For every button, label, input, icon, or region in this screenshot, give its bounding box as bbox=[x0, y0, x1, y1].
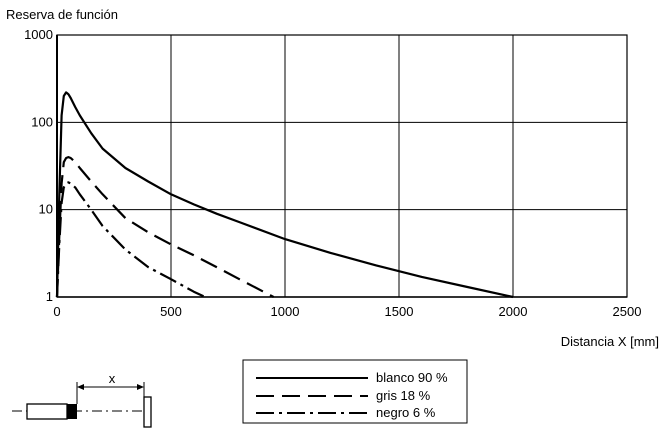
legend-label-blanco: blanco 90 % bbox=[376, 370, 448, 385]
dimension-arrow-right bbox=[137, 384, 144, 390]
x-tick-label: 500 bbox=[160, 304, 182, 319]
sensor-lens bbox=[67, 404, 77, 419]
x-tick-label: 1000 bbox=[271, 304, 300, 319]
legend-label-gris: gris 18 % bbox=[376, 388, 431, 403]
x-axis-title: Distancia X [mm] bbox=[561, 334, 659, 349]
series-line-2 bbox=[55, 181, 206, 298]
target-reflector bbox=[143, 396, 152, 428]
x-tick-label: 0 bbox=[53, 304, 60, 319]
x-tick-label: 2000 bbox=[499, 304, 528, 319]
series-line-0 bbox=[55, 91, 514, 299]
tick-labels: 0 500 1000 1500 2000 2500 1 10 100 1000 bbox=[24, 27, 641, 319]
x-tick-label: 1500 bbox=[385, 304, 414, 319]
legend-label-negro: negro 6 % bbox=[376, 405, 436, 420]
series-lines bbox=[55, 91, 514, 299]
grid bbox=[56, 34, 628, 298]
legend: blanco 90 % gris 18 % negro 6 % bbox=[242, 359, 468, 424]
series-line-1 bbox=[55, 156, 275, 298]
sensor-body bbox=[26, 403, 68, 420]
y-tick-label: 100 bbox=[31, 114, 53, 129]
sensor-diagram: x bbox=[12, 371, 152, 428]
distance-label: x bbox=[109, 371, 116, 386]
y-tick-label: 10 bbox=[39, 202, 53, 217]
dimension-arrow-left bbox=[77, 384, 84, 390]
x-tick-label: 2500 bbox=[613, 304, 642, 319]
plot-frame bbox=[56, 34, 628, 298]
y-tick-label: 1000 bbox=[24, 27, 53, 42]
y-axis-title: Reserva de función bbox=[6, 7, 118, 22]
y-tick-label: 1 bbox=[46, 289, 53, 304]
